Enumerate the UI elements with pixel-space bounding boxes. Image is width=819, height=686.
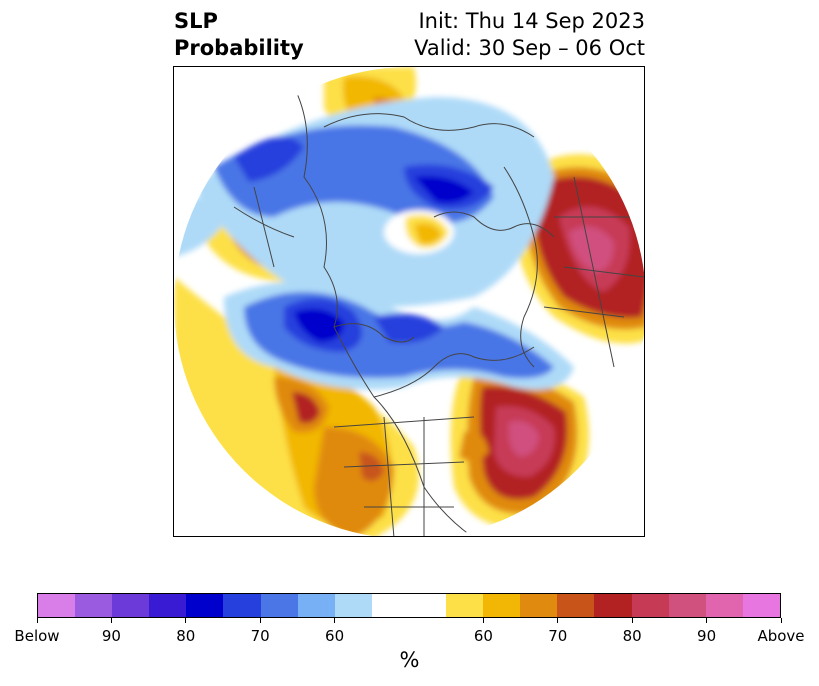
colorbar-tick-label: 70 <box>250 627 270 645</box>
colorbar-segment <box>668 594 706 617</box>
colorbar-tick-label: 60 <box>325 627 345 645</box>
colorbar-tick-mark <box>110 618 112 623</box>
colorbar-tick-mark <box>706 618 708 623</box>
colorbar-tick-label: 90 <box>697 627 717 645</box>
coastlines <box>233 86 644 536</box>
colorbar-segment <box>260 594 298 617</box>
colorbar-tick-label: 80 <box>176 627 196 645</box>
colorbar-tick-mark <box>482 618 484 623</box>
colorbar-tick-mark <box>36 618 38 623</box>
colorbar-tick-mark <box>780 618 782 623</box>
colorbar-tick-mark <box>557 618 559 623</box>
colorbar-tick-label: 70 <box>548 627 568 645</box>
colorbar-segment <box>520 594 558 617</box>
colorbar-segment <box>297 594 335 617</box>
colorbar-segment <box>75 594 113 617</box>
colorbar-segment <box>631 594 669 617</box>
colorbar-tick-mark <box>259 618 261 623</box>
valid-date: Valid: 30 Sep – 06 Oct <box>414 36 645 60</box>
title-quantity: Probability <box>174 36 304 60</box>
colorbar-segment <box>594 594 632 617</box>
chart-title: SLP Probability <box>174 8 304 62</box>
title-variable: SLP <box>174 9 218 33</box>
colorbar-tick-mark <box>334 618 336 623</box>
colorbar-tick-mark <box>185 618 187 623</box>
colorbar-segment <box>112 594 150 617</box>
colorbar-segment <box>38 594 76 617</box>
probability-map <box>174 67 644 536</box>
colorbar-tick-label: 60 <box>473 627 493 645</box>
colorbar-tick-label: 80 <box>622 627 642 645</box>
colorbar <box>37 593 781 618</box>
colorbar-tick-label: Above <box>757 627 805 645</box>
colorbar-unit: % <box>399 648 420 672</box>
colorbar-segment <box>446 594 484 617</box>
map-panel <box>173 66 645 537</box>
colorbar-segment <box>557 594 595 617</box>
colorbar-segment <box>483 594 521 617</box>
colorbar-tick-label: Below <box>14 627 60 645</box>
colorbar-segment <box>223 594 261 617</box>
colorbar-tick-mark <box>631 618 633 623</box>
colorbar-segment <box>742 594 780 617</box>
colorbar-segment <box>334 594 372 617</box>
colorbar-segment <box>408 594 447 617</box>
colorbar-segment <box>371 594 409 617</box>
colorbar-tick-label: 90 <box>101 627 121 645</box>
colorbar-segment <box>705 594 743 617</box>
colorbar-segment <box>186 594 224 617</box>
init-date: Init: Thu 14 Sep 2023 <box>418 9 645 33</box>
colorbar-segment <box>149 594 187 617</box>
forecast-dates: Init: Thu 14 Sep 2023 Valid: 30 Sep – 06… <box>414 8 645 62</box>
probability-field <box>174 67 644 536</box>
